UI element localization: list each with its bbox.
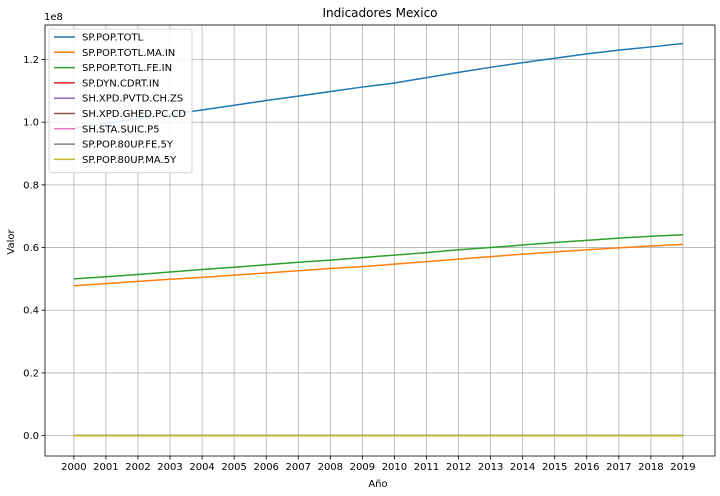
x-tick-label: 2006 <box>253 462 278 473</box>
series-line-sp-pop-totl-ma-in <box>73 243 683 287</box>
y-tick-label: 0.0 <box>23 431 39 442</box>
y-tick-label: 1.0 <box>23 118 39 129</box>
x-tick-label: 2013 <box>478 462 503 473</box>
x-tick-label: 2018 <box>638 462 663 473</box>
x-tick-label: 2008 <box>318 462 343 473</box>
x-axis-label: Año <box>368 479 387 490</box>
y-tick-label: 0.6 <box>23 243 39 254</box>
y-tick-label: 0.8 <box>23 180 39 191</box>
x-tick-label: 2014 <box>510 462 535 473</box>
x-tick-label: 2016 <box>574 462 599 473</box>
x-tick-label: 2012 <box>446 462 471 473</box>
x-tick-label: 2017 <box>606 462 631 473</box>
x-tick-label: 2002 <box>125 462 150 473</box>
x-tick-label: 2011 <box>414 462 439 473</box>
x-tick-label: 2004 <box>189 462 214 473</box>
legend: SP.POP.TOTL SP.POP.TOTL.MA.IN SP.POP.TOTL.… <box>48 28 193 174</box>
x-tick-label: 2007 <box>286 462 311 473</box>
legend-label-sh-xpd-ghed-pc-cd: SH.XPD.GHED.PC.CD <box>82 109 186 120</box>
legend-label-sp-pop-totl-ma-in: SP.POP.TOTL.MA.IN <box>82 48 175 59</box>
legend-label-sp-pop-80up-fe-5y: SP.POP.80UP.FE.5Y <box>82 140 174 151</box>
x-tick-label: 2010 <box>382 462 407 473</box>
series-lines <box>73 42 684 437</box>
y-tick-label: 0.2 <box>23 368 39 379</box>
plot-frame <box>44 24 716 457</box>
x-tick-label: 2015 <box>542 462 567 473</box>
y-axis: 0.0 0.2 0.4 0.6 0.8 1.0 1.2 <box>23 55 45 442</box>
legend-label-sp-dyn-cdrt-in: SP.DYN.CDRT.IN <box>82 78 159 89</box>
x-tick-label: 2003 <box>157 462 182 473</box>
y-tick-label: 0.4 <box>23 306 39 317</box>
y-scale-label: 1e8 <box>44 12 63 23</box>
series-line-sp-pop-totl-fe-in <box>73 233 683 280</box>
chart-title: Indicadores Mexico <box>322 6 437 20</box>
x-tick-label: 2001 <box>93 462 118 473</box>
legend-label-sp-pop-80up-ma-5y: SP.POP.80UP.MA.5Y <box>82 155 177 166</box>
x-tick-label: 2000 <box>61 462 86 473</box>
y-axis-label: Valor <box>6 229 17 255</box>
legend-label-sp-pop-totl: SP.POP.TOTL <box>82 33 144 44</box>
x-tick-label: 2019 <box>670 462 695 473</box>
y-tick-label: 1.2 <box>23 55 39 66</box>
x-axis: 2000 2001 2002 2003 2004 2005 2006 2007 2008 2009… <box>61 456 696 473</box>
x-tick-label: 2009 <box>350 462 375 473</box>
legend-label-sh-xpd-pvtd-ch-zs: SH.XPD.PVTD.CH.ZS <box>82 94 183 105</box>
legend-box <box>48 28 193 174</box>
legend-label-sp-pop-totl-fe-in: SP.POP.TOTL.FE.IN <box>82 63 172 74</box>
legend-label-sh-sta-suic-p5: SH.STA.SUIC.P5 <box>82 124 160 135</box>
x-tick-label: 2005 <box>221 462 246 473</box>
grid <box>45 25 715 456</box>
